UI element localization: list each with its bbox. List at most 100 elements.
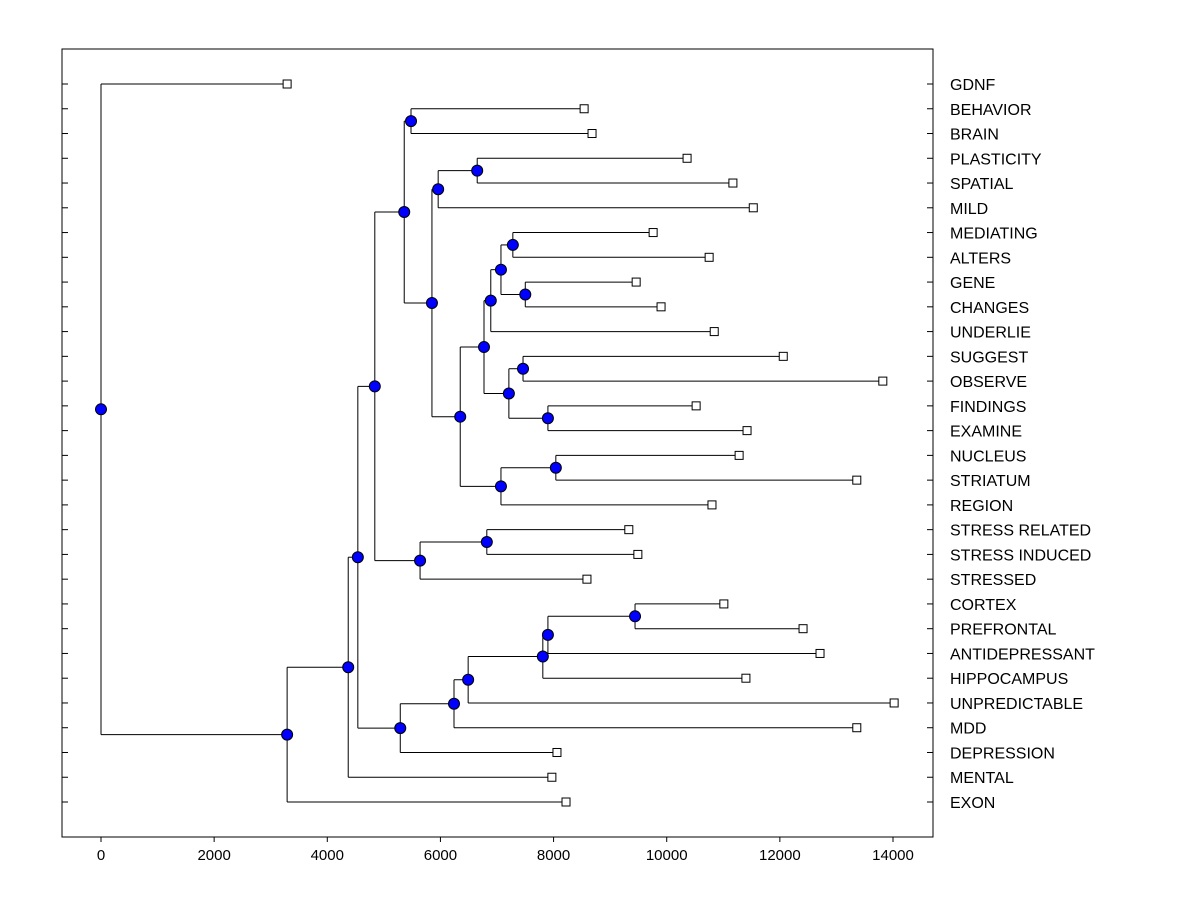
cluster-node [502, 387, 515, 400]
leaf-marker [631, 277, 641, 287]
cluster-node [480, 536, 493, 549]
x-tick-label: 2000 [197, 847, 230, 864]
leaf-label: SUGGEST [950, 349, 1028, 366]
leaf-label: UNDERLIE [950, 325, 1031, 342]
leaf-marker [624, 525, 634, 535]
cluster-node [462, 673, 475, 686]
x-tick-label: 12000 [759, 847, 801, 864]
leaf-marker [798, 624, 808, 634]
leaf-label: REGION [950, 498, 1013, 515]
leaf-marker [579, 104, 589, 114]
x-tick-label: 0 [97, 847, 105, 864]
leaf-label: BEHAVIOR [950, 102, 1032, 119]
leaf-marker [547, 772, 557, 782]
leaf-label: GENE [950, 275, 995, 292]
leaf-label: PREFRONTAL [950, 622, 1056, 639]
cluster-node [414, 554, 427, 567]
leaf-marker [656, 302, 666, 312]
leaf-label: OBSERVE [950, 374, 1027, 391]
leaf-marker [682, 153, 692, 163]
leaf-label: STRESSED [950, 572, 1036, 589]
leaf-marker [741, 673, 751, 683]
x-tick-label: 6000 [424, 847, 457, 864]
leaf-label: FINDINGS [950, 399, 1026, 416]
leaf-marker [748, 203, 758, 213]
leaf-label: ANTIDEPRESSANT [950, 646, 1095, 663]
cluster-node [351, 551, 364, 564]
leaf-marker [742, 426, 752, 436]
leaf-marker [815, 648, 825, 658]
leaf-label: STRESS RELATED [950, 523, 1091, 540]
cluster-node [342, 661, 355, 674]
leaf-marker [709, 327, 719, 337]
cluster-node [425, 296, 438, 309]
cluster-node [506, 238, 519, 251]
cluster-node [398, 206, 411, 219]
leaf-label: STRIATUM [950, 473, 1031, 490]
leaf-marker [878, 376, 888, 386]
leaf-marker [707, 500, 717, 510]
leaf-marker [728, 178, 738, 188]
leaf-label: DEPRESSION [950, 745, 1055, 762]
cluster-node [368, 380, 381, 393]
leaf-marker [734, 450, 744, 460]
leaf-label: EXON [950, 795, 995, 812]
x-tick-label: 4000 [311, 847, 344, 864]
leaf-label: ALTERS [950, 250, 1011, 267]
leaf-label: STRESS INDUCED [950, 547, 1091, 564]
leaf-label: PLASTICITY [950, 151, 1042, 168]
leaf-marker [889, 698, 899, 708]
cluster-node [494, 480, 507, 493]
leaf-label: UNPREDICTABLE [950, 696, 1083, 713]
x-tick-label: 8000 [537, 847, 570, 864]
leaf-marker [691, 401, 701, 411]
leaf-marker [704, 252, 714, 262]
leaf-label: MDD [950, 721, 986, 738]
cluster-node [454, 410, 467, 423]
leaf-label: EXAMINE [950, 424, 1022, 441]
cluster-node [448, 697, 461, 710]
leaf-label: MILD [950, 201, 988, 218]
leaf-label: MENTAL [950, 770, 1014, 787]
cluster-node [394, 722, 407, 735]
cluster-node [549, 461, 562, 474]
x-tick-label: 10000 [646, 847, 688, 864]
cluster-node [484, 294, 497, 307]
leaf-marker [582, 574, 592, 584]
cluster-node [517, 362, 530, 375]
leaf-label: BRAIN [950, 127, 999, 144]
leaf-label: CHANGES [950, 300, 1029, 317]
leaf-marker [778, 351, 788, 361]
leaf-label: HIPPOCAMPUS [950, 671, 1068, 688]
leaf-marker [587, 129, 597, 139]
x-tick-label: 14000 [872, 847, 914, 864]
cluster-node [405, 115, 418, 128]
leaf-marker [552, 747, 562, 757]
plot-frame [61, 48, 934, 838]
leaf-marker [852, 723, 862, 733]
leaf-label: SPATIAL [950, 176, 1014, 193]
cluster-node [432, 183, 445, 196]
leaf-label: CORTEX [950, 597, 1017, 614]
leaf-marker [282, 79, 292, 89]
cluster-node [281, 728, 294, 741]
leaf-marker [633, 549, 643, 559]
cluster-node [95, 403, 107, 416]
cluster-node [519, 288, 532, 301]
leaf-marker [648, 228, 658, 238]
cluster-node [477, 341, 490, 354]
leaf-marker [719, 599, 729, 609]
cluster-node [629, 610, 642, 623]
leaf-marker [561, 797, 571, 807]
leaf-label: MEDIATING [950, 226, 1038, 243]
cluster-node [541, 412, 554, 425]
leaf-label: NUCLEUS [950, 448, 1026, 465]
leaf-marker [852, 475, 862, 485]
cluster-node [471, 164, 484, 177]
cluster-node [541, 628, 554, 641]
leaf-label: GDNF [950, 77, 996, 94]
cluster-node [494, 263, 507, 276]
cluster-node [536, 650, 549, 663]
